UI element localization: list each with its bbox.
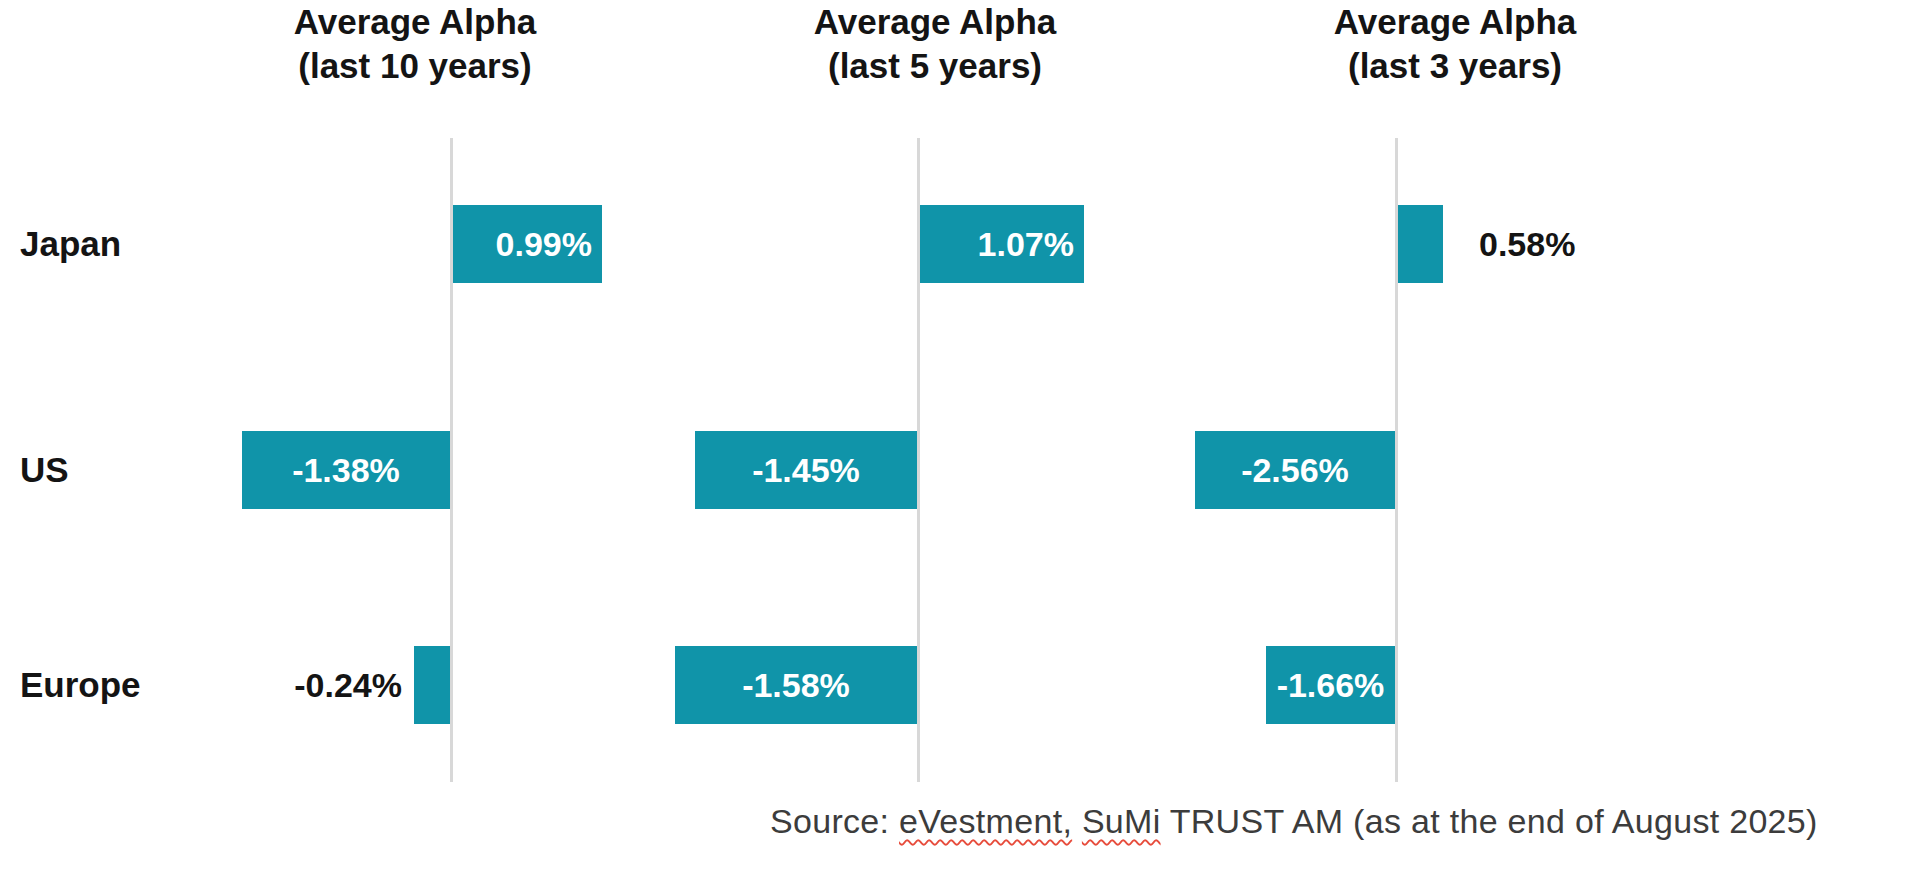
panel3-title: Average Alpha(last 3 years) (1334, 0, 1577, 88)
panel2-bar-label-europe: -1.58% (675, 646, 917, 724)
panel3-bar-label-japan: 0.58% (1479, 205, 1575, 283)
source-rest: TRUST AM (as at the end of August 2025) (1161, 802, 1818, 840)
row-label-japan: Japan (20, 205, 121, 283)
panel3-bar-label-europe: -1.66% (1266, 646, 1395, 724)
panel1-title-line2: (last 10 years) (294, 44, 537, 88)
panel1-title: Average Alpha(last 10 years) (294, 0, 537, 88)
panel1-bar-label-europe: -0.24% (182, 646, 402, 724)
source-space (1072, 802, 1082, 840)
panel1-title-line1: Average Alpha (294, 0, 537, 44)
panel1-bar-label-us: -1.38% (242, 431, 450, 509)
row-label-europe: Europe (20, 646, 141, 724)
source-evestment: eVestment, (899, 802, 1072, 840)
panel3-bar-japan (1398, 205, 1443, 283)
panel3-bar-label-us: -2.56% (1195, 431, 1395, 509)
panel2-title-line2: (last 5 years) (814, 44, 1057, 88)
panel3-title-line1: Average Alpha (1334, 0, 1577, 44)
panel3-title-line2: (last 3 years) (1334, 44, 1577, 88)
panel2-title: Average Alpha(last 5 years) (814, 0, 1057, 88)
panel2-bar-label-us: -1.45% (695, 431, 917, 509)
source-sumi: SuMi (1082, 802, 1161, 840)
average-alpha-figure: Source: eVestment, SuMi TRUST AM (as at … (0, 0, 1920, 871)
panel1-bar-europe (414, 646, 450, 724)
panel1-bar-label-japan: 0.99% (453, 205, 602, 283)
row-label-us: US (20, 431, 69, 509)
source-text: Source: eVestment, SuMi TRUST AM (as at … (770, 802, 1818, 841)
panel2-bar-label-japan: 1.07% (920, 205, 1084, 283)
panel2-title-line1: Average Alpha (814, 0, 1057, 44)
source-prefix: Source: (770, 802, 899, 840)
